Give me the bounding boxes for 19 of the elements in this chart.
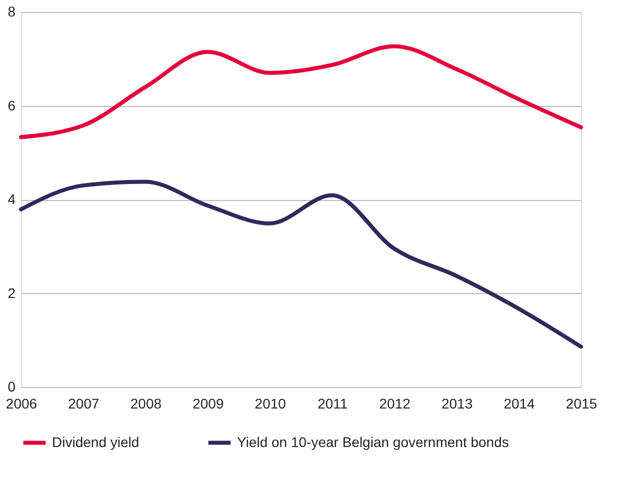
x-tick-label: 2010 [254, 396, 286, 412]
y-tick-label: 0 [8, 378, 16, 394]
legend-label: Yield on 10-year Belgian government bonds [237, 434, 509, 450]
x-tick-label: 2015 [566, 396, 598, 412]
x-tick-label: 2014 [504, 396, 536, 412]
y-tick-label: 2 [8, 284, 16, 301]
x-tick-label: 2006 [6, 396, 38, 412]
x-tick-label: 2007 [68, 396, 100, 412]
y-tick-label: 6 [8, 97, 16, 114]
x-tick-label: 2012 [379, 396, 411, 412]
x-tick-label: 2009 [192, 396, 224, 412]
line-series [19, 44, 583, 140]
line-series [19, 180, 583, 349]
x-tick-label: 2013 [441, 396, 473, 412]
x-tick-label: 2011 [318, 396, 348, 412]
y-tick-label: 4 [8, 191, 16, 207]
y-tick-label: 8 [8, 4, 16, 20]
x-tick-label: 2008 [130, 396, 162, 412]
legend-label: Dividend yield [52, 434, 140, 450]
